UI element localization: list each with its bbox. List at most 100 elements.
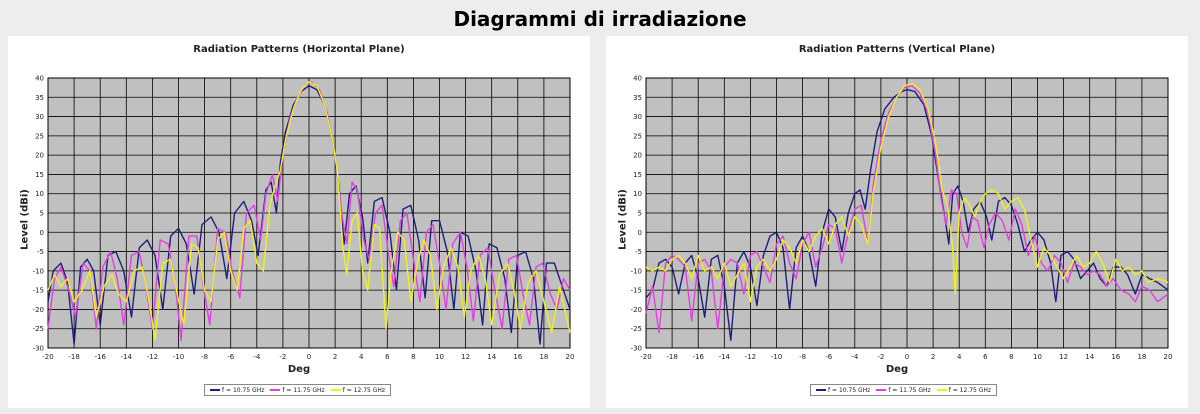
y-tick-label: 40 <box>35 75 44 83</box>
slide-title: Diagrammi di irradiazione <box>453 7 747 31</box>
y-tick-label: 5 <box>40 210 44 218</box>
x-tick-label: -20 <box>42 353 53 361</box>
x-tick-label: -8 <box>799 353 806 361</box>
x-tick-label: -14 <box>719 353 731 361</box>
legend-label: f = 12.75 GHz <box>342 386 386 394</box>
legend-label: f = 11.75 GHz <box>888 386 931 394</box>
y-tick-label: -20 <box>33 306 44 314</box>
x-tick-label: 18 <box>539 353 548 361</box>
x-axis-label: Deg <box>885 364 909 375</box>
x-tick-label: 16 <box>1111 353 1120 361</box>
y-tick-label: -30 <box>631 345 642 353</box>
y-tick-label: 30 <box>633 113 642 121</box>
legend-swatch <box>270 389 281 391</box>
x-tick-label: 6 <box>385 353 390 361</box>
x-tick-label: -16 <box>692 353 704 361</box>
legend-item: f = 12.75 GHz <box>936 386 992 394</box>
y-tick-label: -15 <box>631 287 642 295</box>
y-tick-label: 40 <box>633 75 642 83</box>
x-tick-label: 4 <box>359 353 364 361</box>
y-tick-label: 35 <box>633 94 642 102</box>
y-tick-label: 30 <box>35 113 44 121</box>
legend-item: f = 11.75 GHz <box>270 387 325 394</box>
y-tick-label: -30 <box>33 345 44 353</box>
x-tick-label: 0 <box>905 353 909 361</box>
chart-panel-horizontal: Radiation Patterns (Horizontal Plane) Le… <box>8 36 590 408</box>
x-tick-label: -14 <box>121 353 133 361</box>
x-tick-label: -20 <box>640 353 651 361</box>
legend-label: f = 12.75 GHz <box>948 386 992 394</box>
y-tick-label: 20 <box>633 152 642 160</box>
legend-swatch <box>936 389 947 391</box>
y-tick-label: 35 <box>35 94 44 102</box>
y-tick-label: 10 <box>35 190 44 198</box>
x-tick-label: -2 <box>877 353 884 361</box>
legend-swatch <box>210 389 220 391</box>
chart-panel-vertical: Radiation Patterns (Vertical Plane) Leve… <box>606 36 1188 408</box>
x-tick-label: -8 <box>201 353 208 361</box>
legend-swatch <box>816 389 826 391</box>
x-tick-label: -4 <box>253 353 261 361</box>
chart-legend: f = 10.75 GHz f = 11.75 GHz f = 12.75 GH… <box>810 384 998 396</box>
series-line <box>645 83 1169 303</box>
x-tick-label: 20 <box>1164 353 1173 361</box>
x-tick-label: 12 <box>461 353 470 361</box>
x-tick-label: 12 <box>1059 353 1068 361</box>
chart-legend: f = 10.75 GHz f = 11.75 GHz f = 12.75 GH… <box>204 384 392 396</box>
y-tick-label: 0 <box>40 229 44 237</box>
chart-title: Radiation Patterns (Vertical Plane) <box>798 44 996 55</box>
chart-title: Radiation Patterns (Horizontal Plane) <box>193 44 405 55</box>
y-tick-label: -20 <box>631 306 642 314</box>
x-tick-label: -10 <box>771 353 782 361</box>
legend-swatch <box>876 389 887 391</box>
y-tick-label: -25 <box>631 325 642 333</box>
x-tick-label: 4 <box>957 353 962 361</box>
legend-label: f = 10.75 GHz <box>828 386 871 394</box>
legend-label: f = 10.75 GHz <box>222 386 265 394</box>
x-tick-label: 16 <box>513 353 522 361</box>
x-tick-label: -16 <box>94 353 106 361</box>
x-tick-label: 8 <box>411 353 415 361</box>
y-tick-label: -10 <box>631 267 642 275</box>
x-tick-label: 10 <box>1033 353 1042 361</box>
y-tick-label: 25 <box>35 132 44 140</box>
x-tick-label: 8 <box>1009 353 1013 361</box>
y-tick-label: -5 <box>37 248 44 256</box>
series-line <box>47 81 571 341</box>
series-line <box>645 85 1169 334</box>
x-tick-label: 10 <box>435 353 444 361</box>
y-tick-label: 15 <box>35 171 44 179</box>
y-tick-label: -10 <box>33 267 44 275</box>
x-axis-label: Deg <box>287 364 311 375</box>
x-tick-label: 6 <box>983 353 988 361</box>
x-tick-label: -2 <box>279 353 286 361</box>
series-line <box>47 85 571 345</box>
series-line <box>645 88 1169 341</box>
x-tick-label: 14 <box>1085 353 1094 361</box>
y-tick-label: 20 <box>35 152 44 160</box>
y-tick-label: -5 <box>635 248 642 256</box>
legend-swatch <box>330 389 341 391</box>
x-tick-label: -10 <box>173 353 184 361</box>
y-tick-label: 0 <box>638 229 642 237</box>
x-tick-label: -6 <box>825 353 833 361</box>
x-tick-label: 18 <box>1137 353 1146 361</box>
x-tick-label: 20 <box>566 353 575 361</box>
legend-item: f = 12.75 GHz <box>330 386 386 394</box>
x-tick-label: 2 <box>333 353 337 361</box>
y-tick-label: 5 <box>638 210 642 218</box>
y-tick-label: 10 <box>633 190 642 198</box>
legend-item: f = 11.75 GHz <box>876 386 931 394</box>
y-tick-label: -15 <box>33 287 44 295</box>
x-tick-label: 2 <box>931 353 935 361</box>
y-tick-label: 25 <box>633 132 642 140</box>
x-tick-label: -6 <box>227 353 235 361</box>
y-tick-label: 15 <box>633 171 642 179</box>
x-tick-label: -18 <box>666 353 677 361</box>
legend-item: f = 10.75 GHz <box>816 387 870 394</box>
y-tick-label: -25 <box>33 325 44 333</box>
x-tick-label: -18 <box>68 353 79 361</box>
x-tick-label: 0 <box>307 353 311 361</box>
x-tick-label: 14 <box>487 353 496 361</box>
